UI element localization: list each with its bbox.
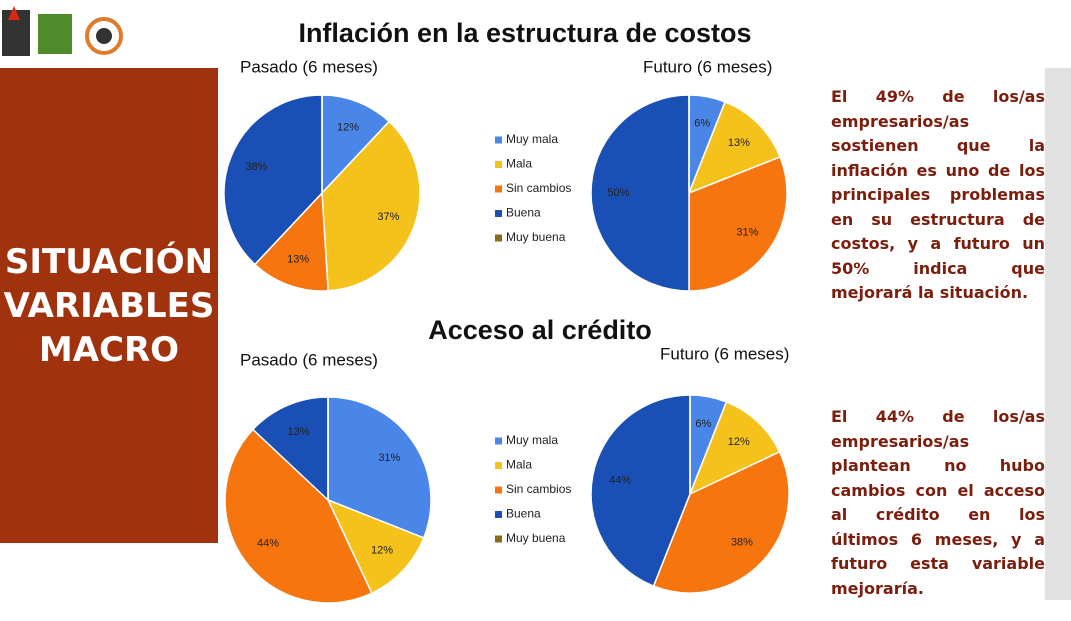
pie-slice (321, 94, 391, 195)
legend-swatch (495, 210, 502, 217)
legend-swatch (495, 462, 502, 469)
pie-slice (327, 396, 432, 539)
legend-label: Muy buena (506, 531, 566, 545)
legend-label: Sin cambios (506, 181, 571, 195)
legend-label: Mala (506, 157, 532, 171)
chart-title: Futuro (6 meses) (643, 57, 772, 76)
pie-slice (590, 94, 690, 292)
pie-slice (223, 94, 323, 266)
data-label: 31% (378, 452, 400, 464)
logo (2, 6, 123, 56)
chart-title: Pasado (6 meses) (240, 57, 378, 76)
legend-swatch (495, 486, 502, 494)
data-label: 6% (694, 118, 710, 130)
pie-slice (326, 498, 425, 595)
data-label: 44% (609, 475, 631, 487)
legend-swatch (495, 535, 502, 543)
legend-label: Muy mala (506, 132, 558, 146)
side-strip (1045, 68, 1071, 600)
legend-swatch (495, 185, 502, 193)
note: El 49% de los/as empresarios/as sostiene… (831, 87, 1045, 302)
note: El 44% de los/as empresarios/as plantean… (831, 407, 1045, 598)
data-label: 44% (257, 537, 279, 549)
data-label: 12% (337, 121, 359, 133)
legend-label: Muy buena (506, 230, 566, 244)
legend-swatch (495, 234, 502, 242)
pie-slice (652, 450, 790, 594)
data-label: 6% (695, 418, 711, 430)
chart-title: Futuro (6 meses) (660, 344, 789, 363)
section-title: Acceso al crédito (428, 315, 652, 345)
data-label: 50% (607, 187, 629, 199)
pie-slice (251, 396, 329, 502)
legend-label: Muy mala (506, 433, 558, 447)
pie-slice (688, 155, 788, 292)
legend-swatch (495, 437, 502, 445)
pie-slice (688, 400, 781, 496)
legend-label: Buena (506, 206, 541, 220)
section-title: Inflación en la estructura de costos (298, 18, 751, 48)
data-label: 13% (728, 137, 750, 149)
data-label: 31% (736, 227, 758, 239)
data-label: 12% (371, 545, 393, 557)
legend-swatch (495, 511, 502, 518)
data-label: 38% (245, 161, 267, 173)
data-label: 38% (731, 537, 753, 549)
side-title: SITUACIÓN VARIABLES MACRO (0, 68, 218, 543)
pie-slice (321, 120, 421, 292)
chart-title: Pasado (6 meses) (240, 350, 378, 369)
legend-label: Buena (506, 507, 541, 521)
pie-slice (590, 394, 691, 588)
legend-swatch (495, 136, 502, 144)
data-label: 13% (287, 253, 309, 265)
pie-slice (253, 191, 329, 292)
legend-label: Mala (506, 458, 532, 472)
pie-slice (224, 428, 373, 604)
data-label: 37% (377, 211, 399, 223)
legend-swatch (495, 161, 502, 168)
data-label: 12% (728, 436, 750, 448)
pie-slice (687, 100, 782, 195)
data-label: 13% (288, 426, 310, 438)
legend-label: Sin cambios (506, 482, 571, 496)
